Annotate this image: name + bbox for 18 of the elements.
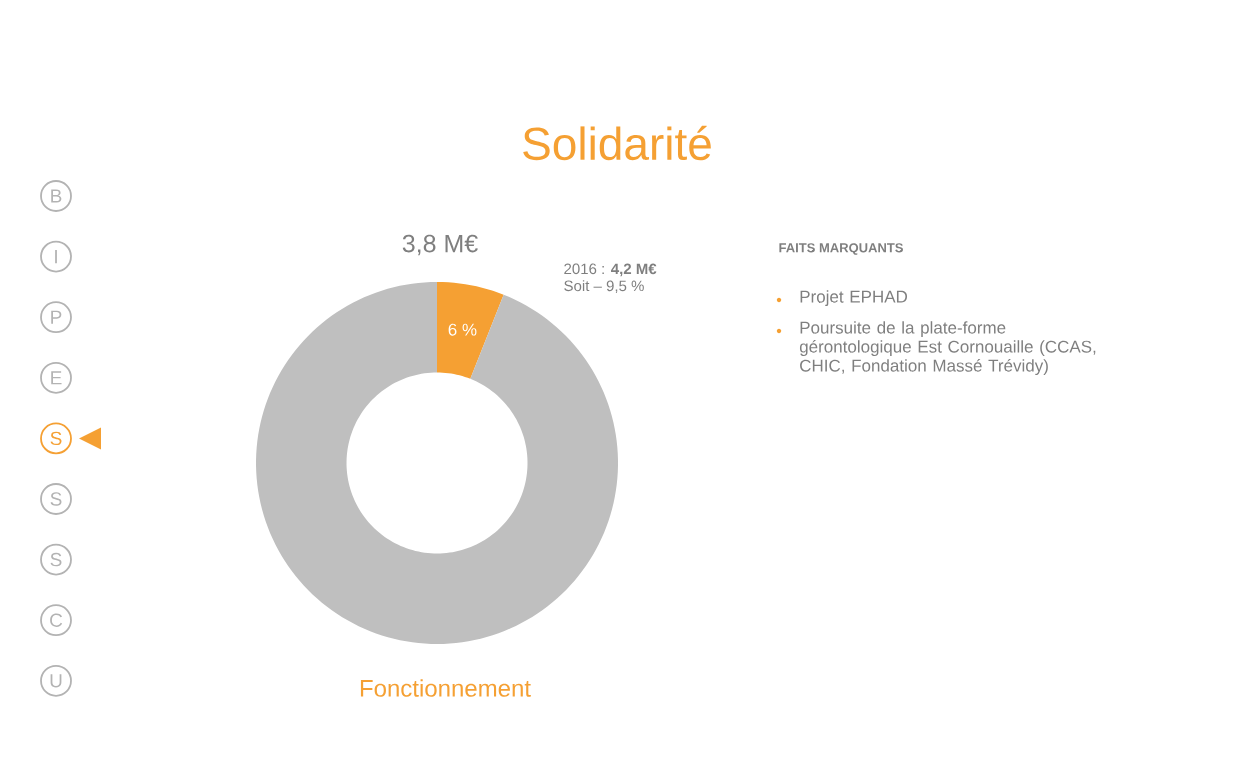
text: U xyxy=(50,674,62,688)
text: S xyxy=(50,431,62,446)
text: E xyxy=(51,371,62,385)
text: Poursuite de la plate-forme gérontologique Est Cornouaille (CCAS, CHIC, Fondation Massé Trévidy) xyxy=(799,321,1096,376)
chart-title: Solidarité xyxy=(523,125,711,161)
text: Soit – 9,5 % xyxy=(564,280,644,293)
text: C xyxy=(50,613,63,627)
text: S xyxy=(50,552,62,567)
text: Fonctionnement xyxy=(360,679,531,697)
text: FAITS MARQUANTS xyxy=(779,243,903,255)
text: 2016 : 4,2 M€ xyxy=(564,263,657,277)
text: P xyxy=(51,310,62,324)
text: 3,8 M€ xyxy=(402,234,478,256)
text: B xyxy=(51,189,62,203)
text: I xyxy=(55,250,57,264)
data-label: 6 % xyxy=(448,323,477,336)
text: S xyxy=(50,492,62,506)
text: Projet EPHAD xyxy=(800,290,908,307)
